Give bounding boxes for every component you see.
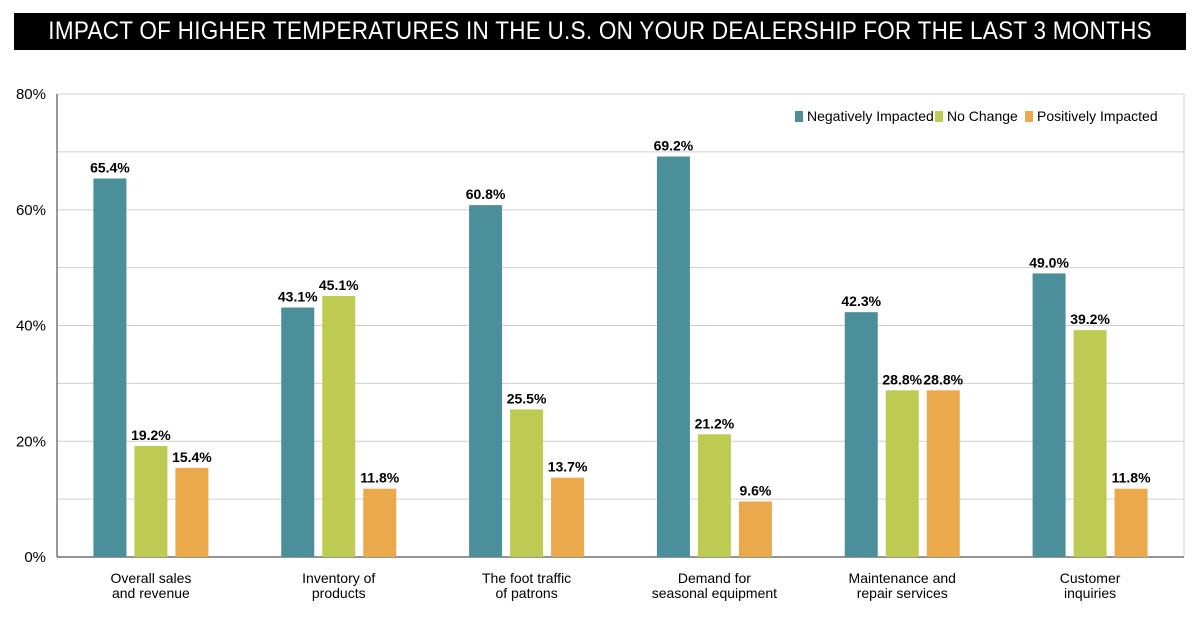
x-tick-label-line: Customer — [1060, 570, 1121, 586]
bar — [697, 434, 731, 557]
data-label: 11.8% — [1112, 470, 1151, 486]
data-label: 13.7% — [548, 459, 588, 475]
bar — [926, 390, 960, 557]
bar — [844, 312, 878, 557]
legend-label: No Change — [947, 108, 1018, 124]
bar — [1114, 488, 1148, 557]
x-tick-label-line: and revenue — [112, 585, 190, 601]
data-label: 28.8% — [923, 371, 963, 387]
data-label: 25.5% — [507, 390, 547, 406]
legend-label: Positively Impacted — [1037, 108, 1158, 124]
legend-label: Negatively Impacted — [807, 108, 934, 124]
data-label: 65.4% — [90, 159, 130, 175]
legend-swatch — [935, 111, 943, 122]
x-tick-label-line: The foot traffic — [482, 570, 571, 586]
x-tick-label: The foot traffic of patrons — [482, 570, 571, 601]
x-tick-label-line: Overall sales — [110, 570, 191, 586]
legend: Negatively Impacted No Change Positively I… — [795, 108, 1158, 124]
gridlines — [57, 93, 1185, 557]
x-tick-label-line: products — [312, 585, 366, 601]
bar — [1073, 330, 1107, 557]
y-tick-label: 20% — [16, 433, 46, 450]
bar — [175, 467, 209, 557]
bar — [656, 156, 690, 557]
bar — [885, 390, 919, 557]
x-tick-label-line: repair services — [857, 585, 948, 601]
data-label: 19.2% — [131, 427, 171, 443]
x-tick-label: Demand for seasonal equipment — [652, 570, 777, 601]
data-label: 11.8% — [360, 470, 399, 486]
x-tick-label: Customer inquiries — [1060, 570, 1121, 601]
x-tick-label: Inventory of products — [302, 570, 375, 601]
y-tick-label: 0% — [24, 549, 46, 566]
x-tick-label-line: of patrons — [495, 585, 557, 601]
bar — [510, 409, 544, 557]
data-label: 9.6% — [739, 482, 771, 498]
legend-swatch — [795, 111, 803, 122]
data-labels: 65.4% 19.2%15.4% 43.1%45.1% 11.8% 60.8% 25.5%… — [90, 138, 1151, 499]
y-tick-label: 40% — [16, 318, 46, 335]
bar — [322, 295, 356, 557]
bar — [134, 445, 168, 557]
bars — [93, 156, 1148, 557]
chart-title: IMPACT OF HIGHER TEMPERATURES IN THE U.S… — [14, 13, 1186, 50]
y-tick-label: 80% — [16, 86, 46, 103]
chart-title-text: IMPACT OF HIGHER TEMPERATURES IN THE U.S… — [48, 17, 1152, 45]
data-label: 49.0% — [1029, 254, 1069, 270]
bar — [738, 501, 772, 557]
data-label: 39.2% — [1070, 311, 1110, 327]
data-label: 43.1% — [278, 289, 318, 305]
bar — [469, 205, 503, 557]
bar — [363, 488, 397, 557]
bar — [1032, 273, 1066, 557]
bar — [281, 307, 315, 557]
data-label: 69.2% — [654, 138, 694, 154]
x-tick-label: Maintenance and repair services — [849, 570, 956, 601]
x-tick-label: Overall sales and revenue — [110, 570, 191, 601]
axes: 0% 20% 40% 60% 80% Overall sales and revenue In… — [16, 86, 1184, 601]
data-label: 15.4% — [172, 449, 212, 465]
data-label: 42.3% — [841, 293, 881, 309]
y-tick-label: 60% — [16, 202, 46, 219]
x-tick-label-line: Demand for — [678, 570, 751, 586]
legend-swatch — [1025, 111, 1033, 122]
x-tick-label-line: inquiries — [1064, 585, 1116, 601]
data-label: 28.8% — [882, 371, 922, 387]
data-label: 60.8% — [466, 186, 506, 202]
data-label: 21.2% — [695, 415, 735, 431]
x-tick-label-line: Inventory of — [302, 570, 375, 586]
x-tick-label-line: seasonal equipment — [652, 585, 777, 601]
bar — [551, 477, 585, 557]
data-label: 45.1% — [319, 277, 359, 293]
bar — [93, 178, 127, 557]
x-tick-label-line: Maintenance and — [849, 570, 956, 586]
